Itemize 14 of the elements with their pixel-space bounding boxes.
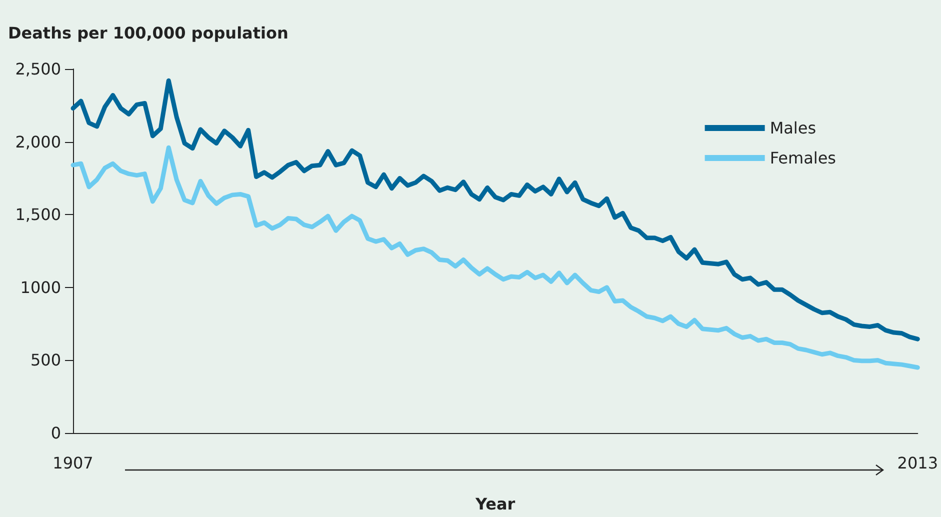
x-tick-label: 2013 bbox=[897, 454, 938, 472]
x-axis-title: Year bbox=[474, 494, 516, 514]
y-tick-label: 1000 bbox=[20, 278, 61, 297]
legend-label: Males bbox=[770, 118, 816, 138]
line-series bbox=[70, 78, 920, 342]
line-series bbox=[70, 145, 920, 370]
y-tick-label: 1,500 bbox=[15, 205, 61, 224]
x-tick-label: 1907 bbox=[52, 454, 94, 472]
y-axis-title: Deaths per 100,000 population bbox=[8, 24, 288, 42]
legend-label: Females bbox=[770, 148, 836, 168]
y-tick-label: 2,000 bbox=[15, 132, 61, 152]
y-tick-label: 2,500 bbox=[15, 60, 61, 78]
y-tick-label: 0 bbox=[50, 424, 61, 442]
y-tick-label: 500 bbox=[30, 350, 61, 370]
